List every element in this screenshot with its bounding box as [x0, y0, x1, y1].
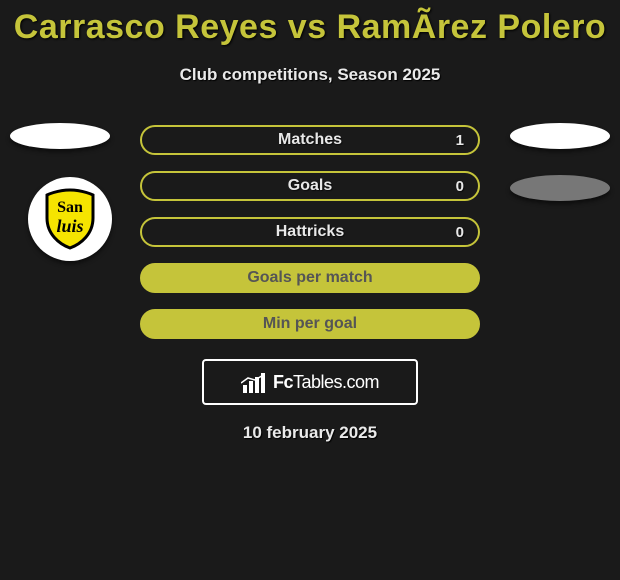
brand-suffix: Tables.com	[293, 372, 379, 392]
team-badge: San luis	[28, 177, 112, 261]
brand-text: FcTables.com	[273, 372, 379, 393]
subtitle: Club competitions, Season 2025	[0, 65, 620, 85]
stat-label: Goals per match	[247, 269, 372, 287]
stat-label: Goals	[288, 177, 332, 195]
date-text: 10 february 2025	[0, 423, 620, 443]
stat-label: Matches	[278, 131, 342, 149]
stat-value: 0	[456, 178, 464, 195]
stat-label: Min per goal	[263, 315, 357, 333]
badge-text-bottom: luis	[56, 216, 83, 236]
shield-icon: San luis	[41, 188, 99, 250]
infographic-container: Carrasco Reyes vs RamÃ­rez Polero Club c…	[0, 0, 620, 580]
stat-value: 0	[456, 224, 464, 241]
bar-chart-icon	[241, 371, 267, 393]
stat-row: Min per goal	[140, 309, 480, 339]
brand-box: FcTables.com	[202, 359, 418, 405]
stat-row: Goals per match	[140, 263, 480, 293]
stat-row: Matches 1	[140, 125, 480, 155]
brand-prefix: Fc	[273, 372, 293, 392]
badge-text-top: San	[57, 199, 83, 216]
stat-row: Goals 0	[140, 171, 480, 201]
page-title: Carrasco Reyes vs RamÃ­rez Polero	[0, 0, 620, 47]
player-left-ellipse	[10, 123, 110, 149]
stat-row: Hattricks 0	[140, 217, 480, 247]
player-right-ellipse-2	[510, 175, 610, 201]
stat-value: 1	[456, 132, 464, 149]
player-right-ellipse-1	[510, 123, 610, 149]
stat-label: Hattricks	[276, 223, 344, 241]
